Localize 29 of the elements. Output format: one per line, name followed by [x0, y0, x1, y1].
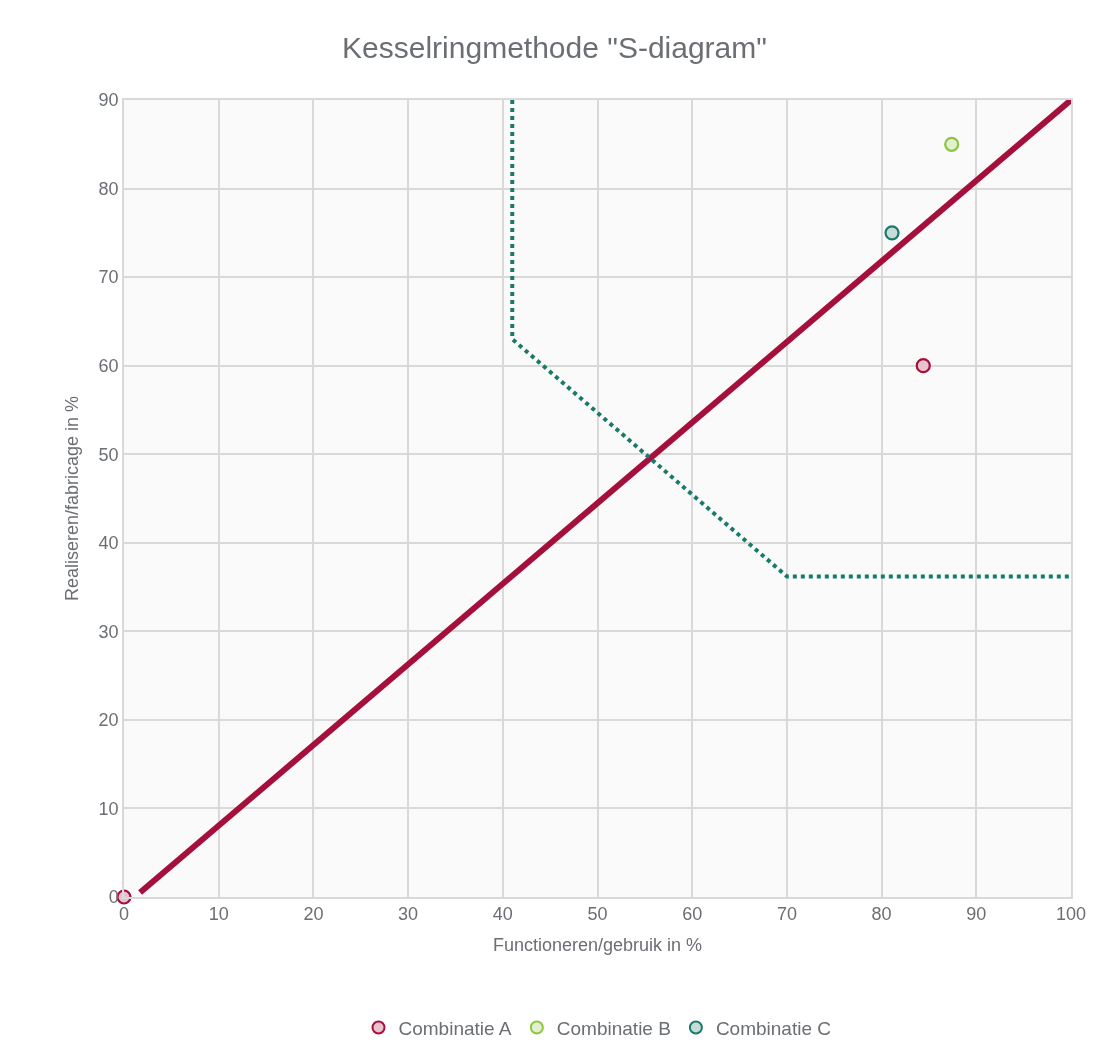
- y-tick-label: 50: [98, 444, 119, 465]
- x-tick-label: 100: [1055, 904, 1087, 925]
- point: [944, 136, 960, 152]
- x-tick-label: 20: [303, 904, 324, 925]
- x-tick-label: 90: [966, 904, 987, 925]
- y-tick-label: 20: [98, 710, 119, 731]
- y-tick-label: 30: [98, 621, 119, 642]
- x-tick-label: 30: [398, 904, 419, 925]
- y-tick-label: 90: [98, 90, 119, 111]
- x-tick-label: 80: [871, 904, 892, 925]
- x-tick-label: 70: [776, 904, 797, 925]
- y-tick-label: 40: [98, 533, 119, 554]
- x-tick-label: 40: [492, 904, 513, 925]
- y-tick-label: 0: [108, 887, 119, 908]
- point: [884, 225, 900, 241]
- y-axis-title: Realiseren/fabricage in %: [62, 395, 83, 602]
- y-tick-label: 70: [98, 267, 119, 288]
- legend-label: Combinatie A: [398, 1017, 512, 1039]
- chart-title: Kesselringmethode "S-diagram": [342, 31, 767, 65]
- x-tick-label: 10: [208, 904, 229, 925]
- legend-label: Combinatie B: [556, 1017, 671, 1039]
- x-tick-label: 50: [587, 904, 608, 925]
- legend-label: Combinatie C: [715, 1017, 832, 1039]
- x-axis-title: Functioneren/gebruik in %: [492, 934, 703, 955]
- point: [915, 358, 931, 374]
- y-tick-label: 80: [98, 178, 119, 199]
- y-tick-label: 60: [98, 355, 119, 376]
- y-tick-label: 10: [98, 798, 119, 819]
- x-tick-label: 60: [682, 904, 703, 925]
